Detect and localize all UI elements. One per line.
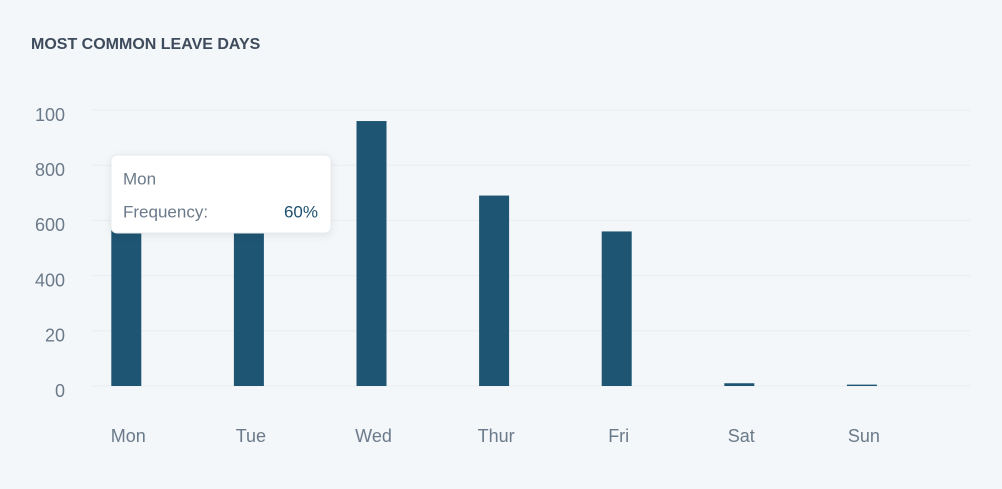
y-tick-label: 800 — [35, 160, 65, 180]
y-tick-label: 100 — [35, 105, 65, 125]
bar — [601, 231, 632, 386]
chart-title: MOST COMMON LEAVE DAYS — [31, 36, 261, 53]
tooltip-value: 60% — [284, 202, 318, 221]
tooltip: Mon Frequency: 60% — [110, 154, 332, 234]
x-tick-label: Thur — [478, 426, 515, 446]
tooltip-title: Mon — [123, 169, 156, 188]
bar — [111, 220, 142, 386]
tooltip-box — [110, 154, 332, 234]
x-tick-label: Tue — [236, 426, 266, 446]
bar — [724, 383, 755, 386]
x-tick-label: Mon — [111, 426, 146, 446]
bar — [356, 121, 387, 386]
x-tick-label: Wed — [355, 426, 392, 446]
tooltip-label: Frequency: — [123, 202, 208, 221]
bar — [233, 225, 264, 386]
y-tick-label: 20 — [45, 326, 65, 346]
bar — [846, 384, 877, 386]
x-tick-label: Sat — [728, 426, 755, 446]
y-tick-label: 0 — [55, 381, 65, 401]
y-tick-label: 600 — [35, 215, 65, 235]
x-tick-label: Fri — [608, 426, 629, 446]
x-tick-label: Sun — [848, 426, 880, 446]
y-tick-label: 400 — [35, 270, 65, 290]
bar — [479, 195, 510, 386]
